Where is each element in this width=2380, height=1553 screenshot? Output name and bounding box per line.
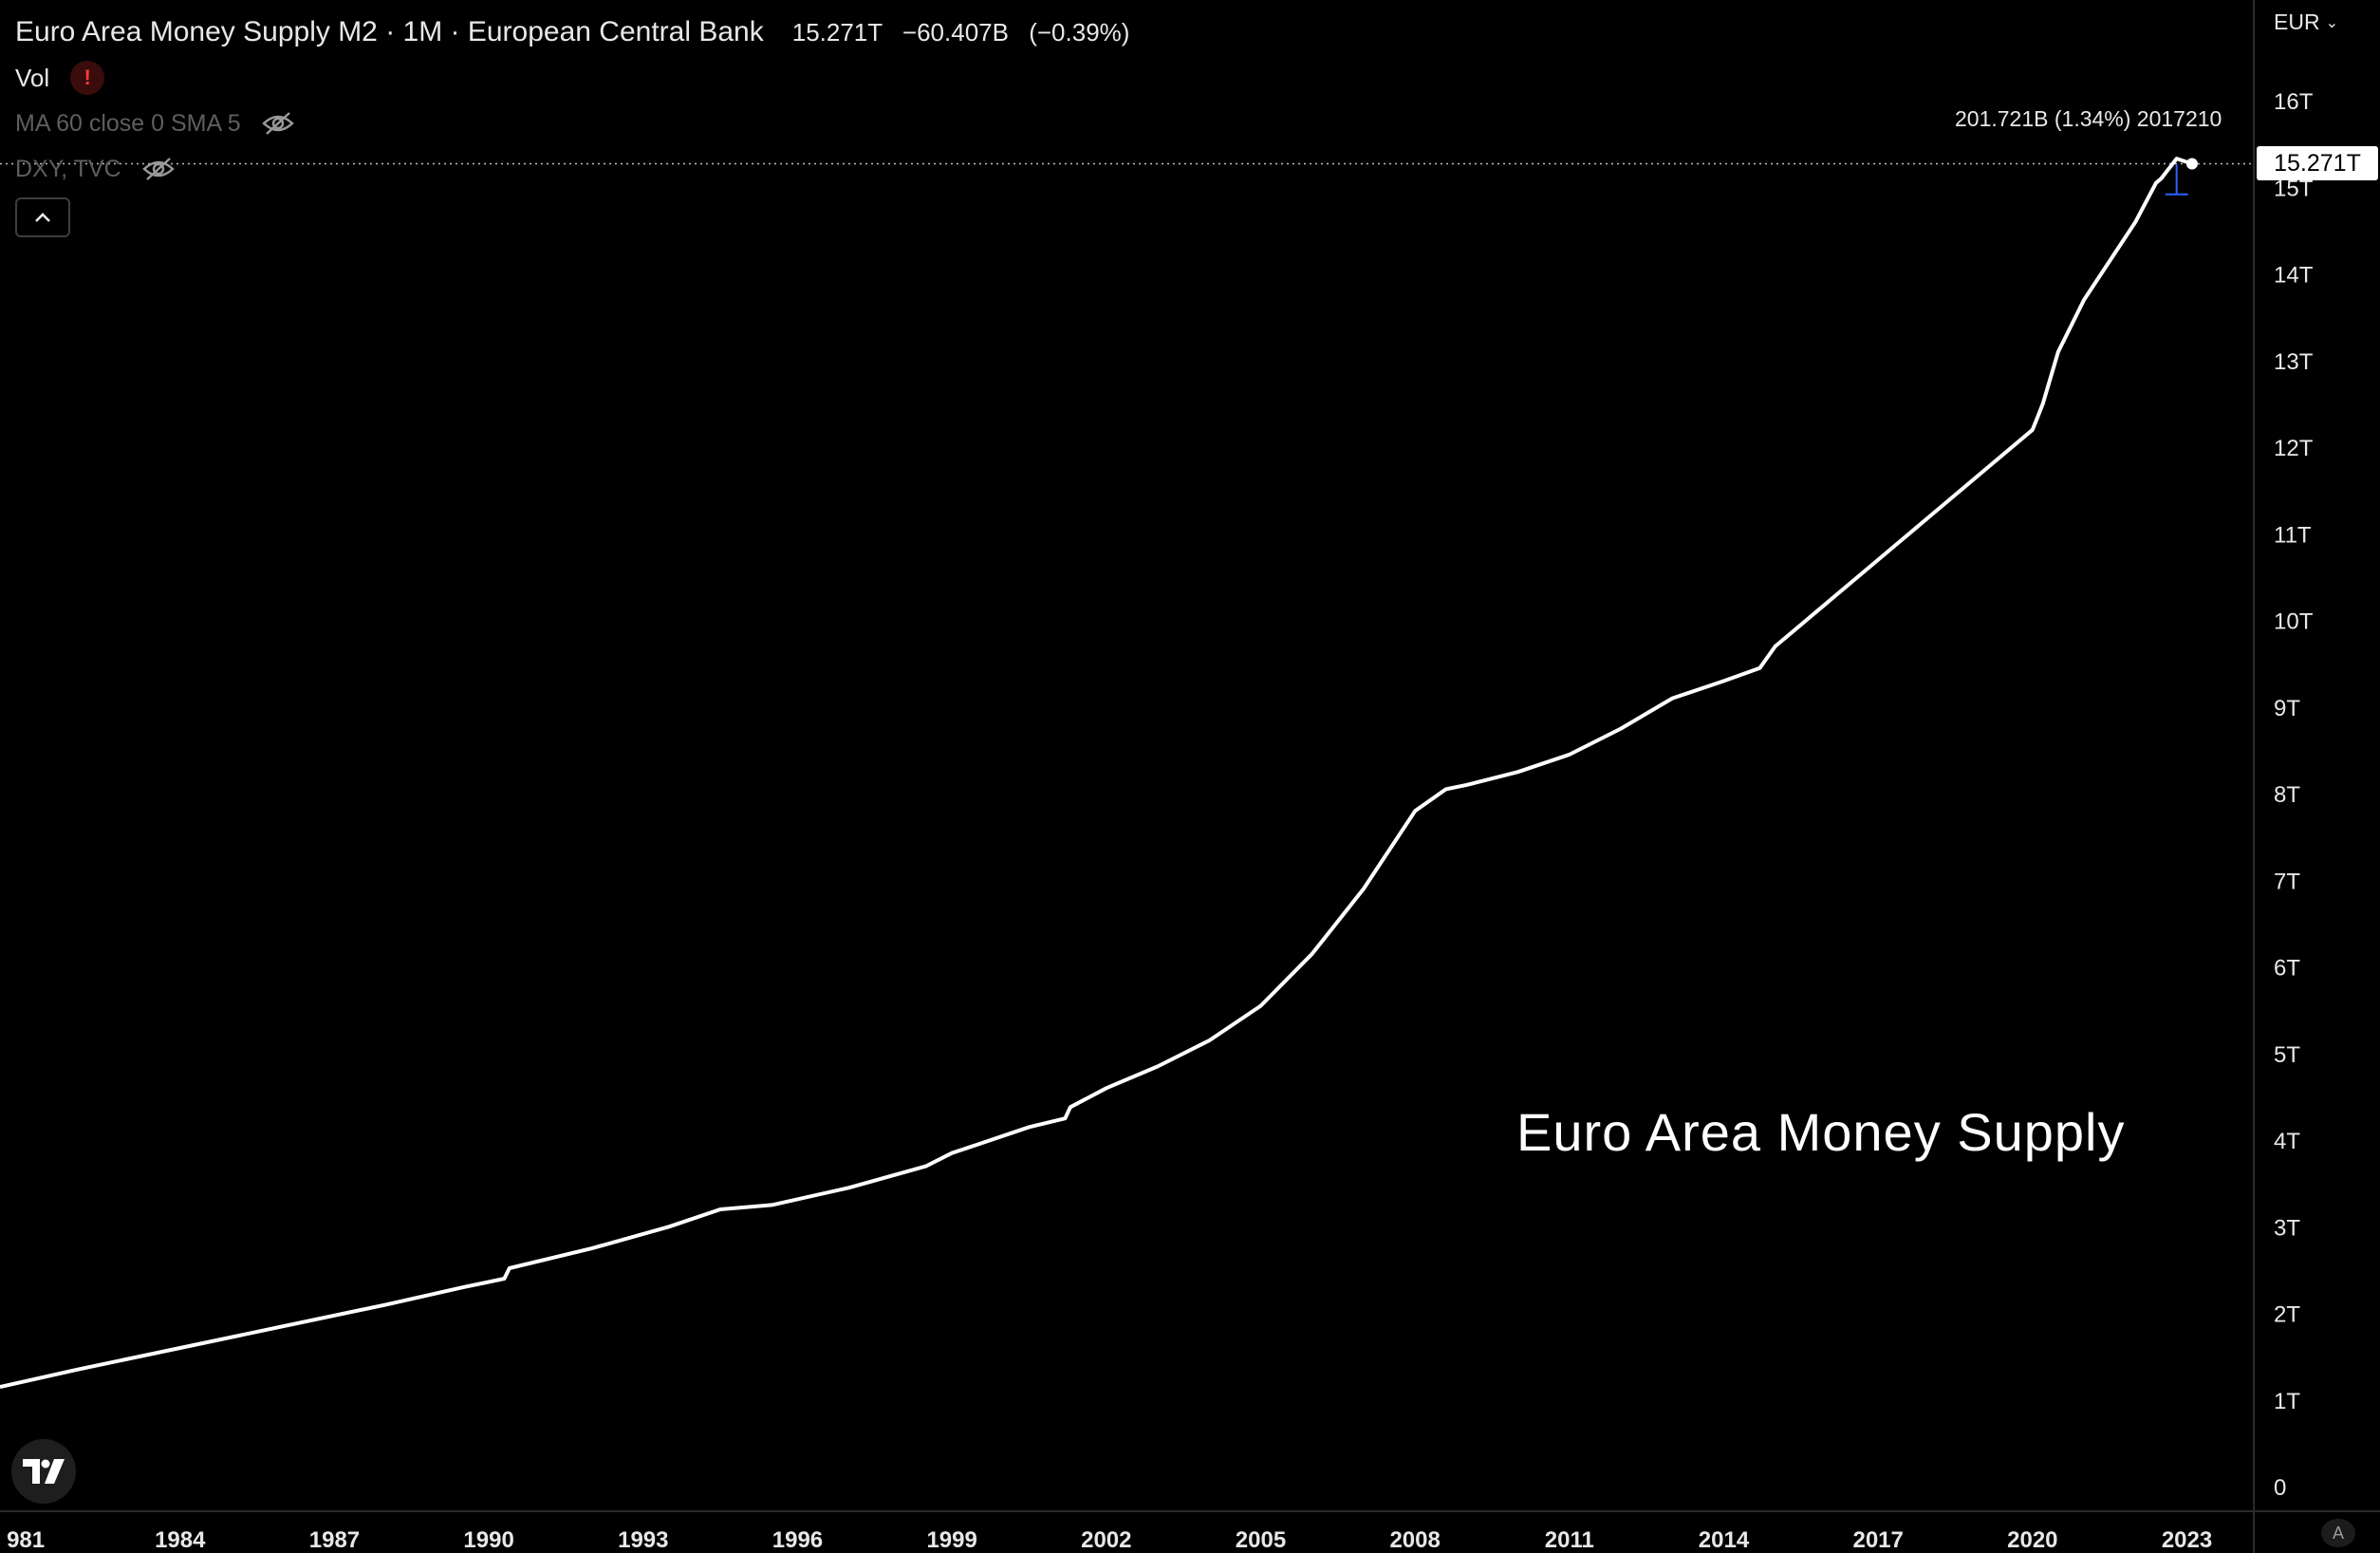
last-point[interactable] xyxy=(2185,158,2198,170)
x-tick-label: 2002 xyxy=(1081,1527,1131,1553)
x-tick-label: 2020 xyxy=(2007,1527,2057,1553)
eye-hidden-icon[interactable] xyxy=(261,110,294,137)
y-tick-label: 3T xyxy=(2274,1215,2300,1241)
x-tick-label: 2011 xyxy=(1545,1527,1594,1553)
x-tick-label: 1999 xyxy=(926,1527,976,1553)
x-tick-label: 981 xyxy=(7,1527,45,1553)
change-value: −60.407B xyxy=(902,17,1009,47)
last-value: 15.271T xyxy=(791,17,883,47)
chevron-down-icon: ⌄ xyxy=(2325,14,2338,31)
collapse-legend-button[interactable] xyxy=(15,197,70,237)
eye-hidden-icon[interactable] xyxy=(141,156,175,182)
y-tick-label: 11T xyxy=(2274,522,2312,548)
y-tick-label: 6T xyxy=(2274,956,2300,982)
series-line[interactable] xyxy=(0,157,2193,1390)
y-tick-label: 13T xyxy=(2274,349,2314,375)
y-tick-label: 4T xyxy=(2274,1129,2300,1154)
x-tick-label: 1996 xyxy=(772,1527,823,1553)
y-tick-label: 2T xyxy=(2274,1302,2300,1328)
change-percent: (−0.39%) xyxy=(1029,17,1130,47)
y-tick-label: 14T xyxy=(2274,263,2314,289)
y-tick-label: 0 xyxy=(2274,1475,2286,1501)
chart-title[interactable]: Euro Area Money Supply M2 · 1M · Europea… xyxy=(15,16,764,47)
volume-indicator-label[interactable]: Vol xyxy=(15,63,50,92)
x-tick-label: 2008 xyxy=(1389,1527,1440,1553)
tradingview-logo[interactable] xyxy=(11,1439,76,1504)
tradingview-logo-icon xyxy=(23,1459,65,1484)
x-tick-label: 2023 xyxy=(2162,1527,2212,1553)
x-tick-label: 1990 xyxy=(463,1527,513,1553)
y-tick-label: 10T xyxy=(2274,609,2314,635)
y-tick-label: 5T xyxy=(2274,1042,2300,1068)
warning-icon[interactable]: ! xyxy=(70,61,105,95)
y-tick-label: 1T xyxy=(2274,1389,2300,1414)
currency-label: EUR xyxy=(2274,9,2320,34)
last-value-readout: 15.271T −60.407B (−0.39%) xyxy=(792,18,1130,47)
x-tick-label: 2014 xyxy=(1699,1527,1750,1553)
x-tick-label: 2017 xyxy=(1852,1527,1903,1553)
y-tick-label: 12T xyxy=(2274,436,2314,461)
currency-selector[interactable]: EUR ⌄ xyxy=(2274,9,2338,35)
x-tick-label: 1984 xyxy=(155,1527,206,1553)
ma-indicator-label[interactable]: MA 60 close 0 SMA 5 xyxy=(15,109,241,137)
last-price-label: 15.271T xyxy=(2257,146,2378,180)
legend: Euro Area Money Supply M2 · 1M · Europea… xyxy=(15,9,1129,237)
chart-watermark-text: Euro Area Money Supply xyxy=(1516,1102,2126,1162)
x-tick-label: 1993 xyxy=(618,1527,668,1553)
auto-scale-button[interactable]: A xyxy=(2321,1519,2355,1547)
y-tick-label: 16T xyxy=(2274,89,2314,115)
x-tick-label: 1987 xyxy=(309,1527,360,1553)
compare-symbol-label[interactable]: DXY, TVC xyxy=(15,155,121,182)
y-tick-label: 7T xyxy=(2274,869,2300,894)
x-tick-label: 2005 xyxy=(1236,1527,1286,1553)
measure-annotation: 201.721B (1.34%) 2017210 xyxy=(1955,106,2222,131)
chevron-up-icon xyxy=(35,213,50,222)
y-tick-label: 8T xyxy=(2274,782,2300,808)
y-tick-label: 9T xyxy=(2274,696,2300,721)
